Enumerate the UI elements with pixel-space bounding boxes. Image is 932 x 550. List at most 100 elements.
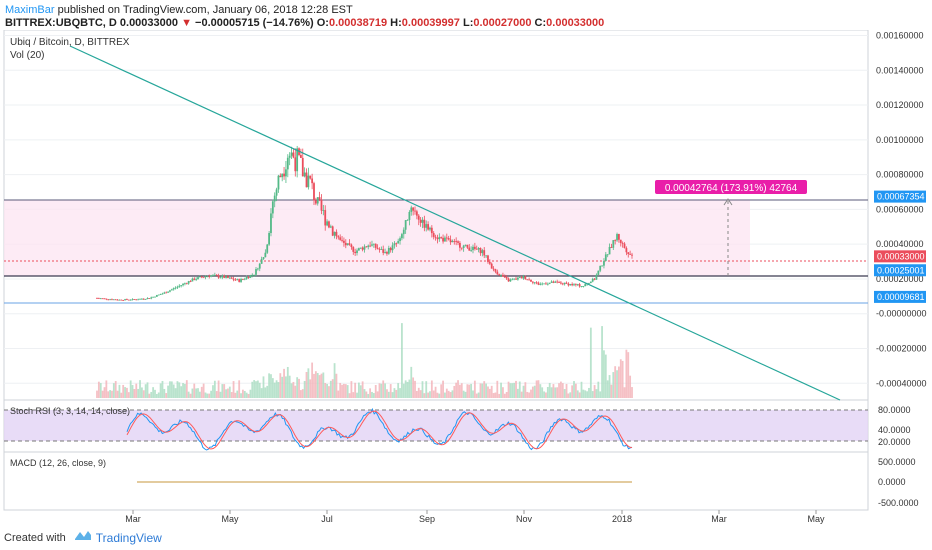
volume-bar	[487, 386, 489, 398]
price-tick-label: 0.00160000	[876, 30, 924, 40]
chart-area[interactable]: 0.00042764 (173.91%) 42764 Ubiq / Bitcoi…	[0, 30, 932, 528]
candle-body	[391, 245, 394, 251]
candle-body	[610, 246, 613, 248]
candle-body	[414, 210, 416, 212]
volume-bar	[531, 386, 534, 398]
volume-bar	[140, 387, 143, 398]
candle-body	[451, 240, 454, 243]
candle-body	[204, 276, 207, 278]
candle-body	[522, 276, 525, 279]
volume-bar	[606, 380, 609, 398]
volume-bar	[219, 391, 222, 398]
volume-bar	[513, 382, 516, 398]
candle-body	[285, 169, 287, 177]
candle-body	[470, 250, 473, 251]
candle-body	[260, 259, 263, 264]
candle-body	[526, 279, 529, 281]
candle-body	[225, 276, 227, 278]
author-link[interactable]: MaximBar	[5, 4, 55, 16]
candle-body	[545, 283, 547, 285]
candle-body	[582, 286, 585, 287]
candle-body	[543, 283, 545, 285]
volume-bar	[193, 383, 196, 398]
volume-bar	[511, 383, 514, 398]
candle-body	[606, 254, 609, 256]
volume-bar	[258, 382, 261, 398]
volume-bar	[322, 372, 325, 398]
candle-body	[475, 248, 478, 250]
candle-body	[423, 219, 426, 228]
volume-bar	[324, 383, 327, 398]
candle-body	[266, 244, 269, 253]
candle-body	[187, 281, 190, 284]
stoch-title: Stoch RSI (3, 3, 14, 14, close)	[10, 406, 130, 416]
volume-bar	[608, 375, 611, 398]
candle-body	[322, 210, 325, 211]
volume-bar	[459, 384, 461, 398]
volume-bar	[494, 392, 497, 398]
candle-body	[406, 219, 409, 221]
volume-bar	[223, 384, 226, 398]
volume-bar	[253, 380, 256, 398]
volume-bar	[445, 388, 448, 398]
candle-body	[120, 299, 123, 301]
tradingview-brand[interactable]: TradingView	[95, 531, 162, 545]
candle-body	[305, 172, 308, 188]
candle-body	[588, 282, 590, 284]
candle-body	[616, 234, 618, 241]
volume-bar	[247, 393, 250, 398]
candle-body	[573, 284, 575, 286]
candle-body	[548, 282, 551, 284]
price-tick-label: -0.00040000	[876, 378, 927, 388]
candle-body	[331, 226, 334, 236]
volume-bar	[313, 373, 315, 398]
vol-label: Vol (20)	[10, 50, 44, 61]
candle-body	[294, 157, 297, 172]
candle-body	[453, 240, 456, 242]
volume-bar	[298, 378, 300, 398]
candle-body	[537, 282, 540, 285]
volume-bar	[343, 383, 345, 398]
volume-bar	[526, 391, 529, 398]
volume-bar	[584, 390, 587, 398]
candle-body	[279, 175, 282, 178]
volume-bar	[457, 380, 459, 398]
candle-body	[139, 298, 141, 300]
candle-body	[511, 279, 514, 281]
volume-bar	[578, 392, 581, 398]
volume-bar	[623, 387, 626, 398]
tradingview-logo-icon	[74, 528, 92, 548]
candle-body	[374, 243, 377, 248]
volume-bar	[137, 388, 140, 398]
candle-body	[591, 278, 594, 282]
volume-bar	[318, 375, 321, 398]
candle-body	[580, 286, 583, 287]
candle-body	[242, 278, 244, 280]
volume-bar	[569, 392, 572, 398]
volume-bar	[502, 387, 504, 398]
volume-bar	[560, 381, 562, 398]
candle-body	[354, 251, 357, 254]
candle-body	[350, 244, 353, 248]
stoch-d-line	[126, 410, 633, 450]
candle-body	[356, 250, 358, 254]
volume-bar	[202, 383, 205, 398]
candle-body	[344, 242, 347, 246]
candle-body	[376, 247, 379, 249]
volume-bar	[311, 362, 314, 398]
volume-bar	[427, 392, 430, 398]
volume-bar	[339, 382, 342, 398]
volume-bar	[492, 393, 495, 398]
candle-body	[290, 152, 293, 156]
candle-body	[397, 241, 400, 244]
time-axis: Mar May Jul Sep Nov 2018 Mar May	[125, 510, 825, 524]
volume-bar	[283, 368, 285, 398]
candle-body	[550, 281, 553, 283]
trendline[interactable]	[69, 45, 841, 401]
volume-bar	[326, 383, 328, 398]
candle-body	[410, 207, 413, 212]
price-tick-label: 0.00100000	[876, 135, 924, 145]
candle-body	[384, 252, 386, 253]
candle-body	[531, 281, 534, 283]
candle-body	[468, 247, 471, 251]
